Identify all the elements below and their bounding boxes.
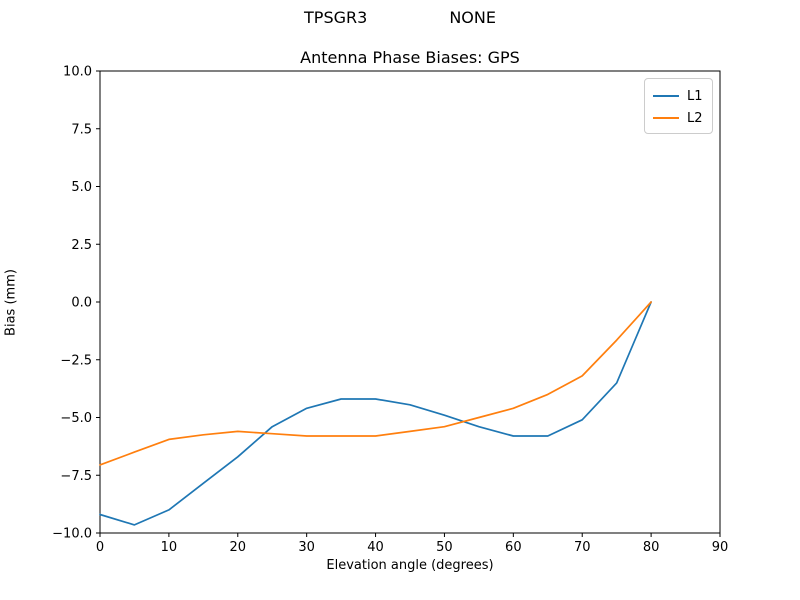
y-tick-label: 7.5 [71,122,92,137]
figure-suptitle: TPSGR3 NONE [0,8,800,27]
legend-item-l1: L1 [653,85,704,107]
legend-label: L1 [687,88,703,104]
y-tick-label: −7.5 [60,469,92,484]
x-tick-label: 20 [230,540,247,555]
x-tick-label: 70 [574,540,591,555]
plot-frame [99,70,721,534]
legend-label: L2 [687,110,703,126]
suptitle-left-text: TPSGR3 [304,8,368,27]
x-tick-label: 60 [505,540,522,555]
x-tick-label: 40 [367,540,384,555]
legend-line-sample-l2 [653,117,679,119]
x-tick-label: 50 [436,540,453,555]
y-tick-label: 5.0 [71,180,92,195]
y-axis-label: Bias (mm) [3,269,19,336]
y-tick-label: −10.0 [52,527,92,542]
x-tick-label: 80 [643,540,660,555]
y-tick-label: 2.5 [71,238,92,253]
suptitle-right-text: NONE [449,8,496,27]
y-tick-label: −5.0 [60,411,92,426]
y-tick-label: −2.5 [60,353,92,368]
line-l1 [99,301,652,526]
x-tick-label: 10 [161,540,178,555]
legend: L1 L2 [644,78,713,134]
legend-line-sample-l1 [653,95,679,97]
x-tick-label: 90 [712,540,729,555]
y-tick-label: 10.0 [63,65,92,80]
legend-item-l2: L2 [653,107,704,129]
line-l2 [99,301,652,466]
x-tick-label: 0 [96,540,104,555]
y-tick-label: 0.0 [71,296,92,311]
x-tick-label: 30 [298,540,315,555]
x-axis-label: Elevation angle (degrees) [326,558,494,573]
axes-title: Antenna Phase Biases: GPS [300,48,520,67]
